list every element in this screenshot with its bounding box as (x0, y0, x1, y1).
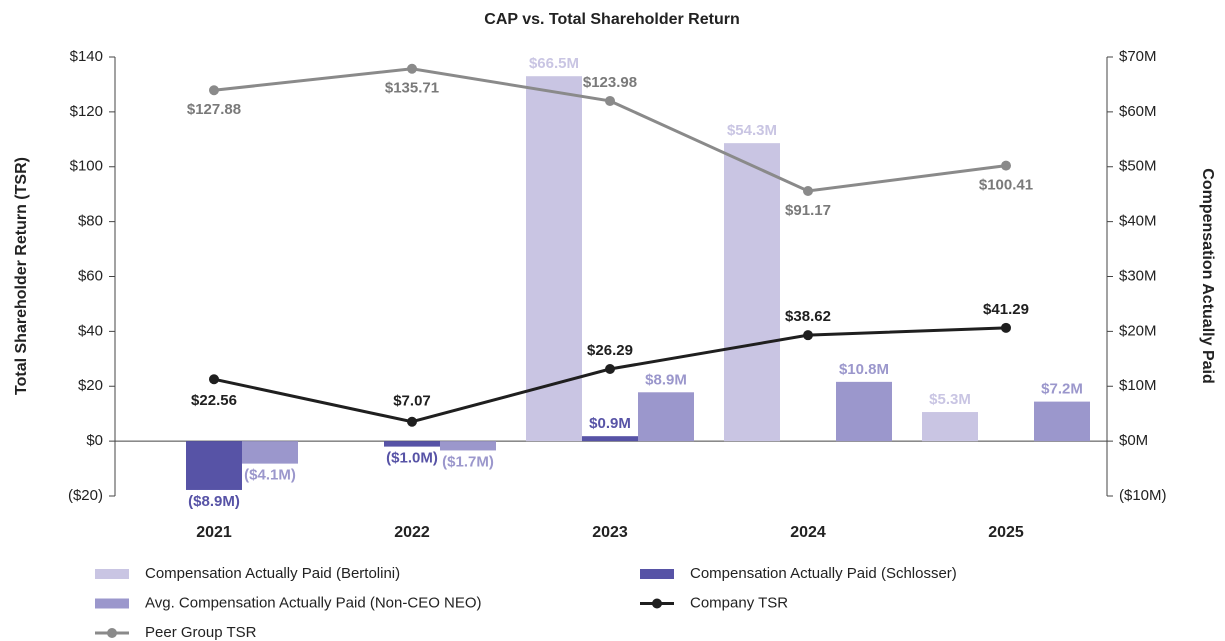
line-point (803, 330, 813, 341)
y-axis-title: Total Shareholder Return (TSR) (13, 157, 30, 395)
bar (836, 381, 892, 442)
x-tick-label: 2025 (988, 524, 1024, 541)
y2-tick-label: $30M (1119, 267, 1157, 284)
y-tick-label: $100 (70, 158, 103, 175)
line-point (605, 95, 615, 106)
line-label: $41.29 (983, 301, 1029, 318)
x-tick-label: 2022 (394, 524, 430, 541)
y-tick-label: $20 (78, 377, 103, 394)
x-tick-label: 2024 (790, 524, 826, 541)
y2-tick-label: ($10M) (1119, 487, 1167, 504)
bar (440, 441, 496, 451)
line-label: $100.41 (979, 177, 1033, 194)
legend-dot (652, 598, 662, 609)
bar-label: $66.5M (529, 55, 579, 72)
y2-tick-label: $10M (1119, 377, 1157, 394)
x-tick-label: 2023 (592, 524, 628, 541)
bar (638, 392, 694, 442)
bar-label: $54.3M (727, 122, 777, 139)
y2-tick-label: $20M (1119, 322, 1157, 339)
line-point (1001, 322, 1011, 333)
line-label: $127.88 (187, 101, 241, 118)
line-point (1001, 160, 1011, 171)
bar (582, 436, 638, 442)
legend-swatch (95, 598, 129, 609)
line-point (407, 63, 417, 74)
y2-tick-label: $70M (1119, 48, 1157, 65)
bar-label: $10.8M (839, 361, 889, 378)
bar (526, 76, 582, 442)
y-tick-label: ($20) (68, 487, 103, 504)
line-label: $123.98 (583, 74, 637, 91)
bar-label: $8.9M (645, 371, 687, 388)
legend-swatch (640, 569, 674, 579)
line-point (407, 416, 417, 427)
bar (242, 441, 298, 464)
bar (724, 143, 780, 442)
bar-label: ($1.7M) (442, 453, 494, 470)
y-tick-label: $40 (78, 322, 103, 339)
y2-tick-label: $40M (1119, 213, 1157, 230)
chart-title: CAP vs. Total Shareholder Return (484, 11, 739, 28)
bar (384, 441, 440, 447)
legend-label: Compensation Actually Paid (Schlosser) (690, 565, 957, 582)
line-label: $26.29 (587, 342, 633, 359)
legend-label: Compensation Actually Paid (Bertolini) (145, 565, 400, 582)
line-point (209, 85, 219, 96)
line-point (605, 363, 615, 374)
y-tick-label: $80 (78, 213, 103, 230)
legend-swatch (95, 569, 129, 579)
y2-axis-title: Compensation Actually Paid (1199, 168, 1216, 383)
y2-tick-label: $60M (1119, 103, 1157, 120)
line-label: $22.56 (191, 392, 237, 409)
legend-label: Peer Group TSR (145, 624, 257, 641)
y2-tick-label: $0M (1119, 432, 1148, 449)
line-label: $135.71 (385, 80, 439, 97)
y-tick-label: $60 (78, 267, 103, 284)
y-tick-label: $140 (70, 48, 103, 65)
bar-label: ($8.9M) (188, 493, 240, 510)
bar-label: $5.3M (929, 391, 971, 408)
bar-label: $0.9M (589, 415, 631, 432)
bar (186, 441, 242, 490)
bar-label: ($1.0M) (386, 450, 438, 467)
line-label: $38.62 (785, 308, 831, 325)
legend-dot (107, 628, 117, 638)
y-tick-label: $0 (86, 432, 103, 449)
x-tick-label: 2021 (196, 524, 232, 541)
line-point (209, 374, 219, 385)
bar-label: ($4.1M) (244, 467, 296, 484)
legend-label: Company TSR (690, 594, 788, 611)
bar (1034, 401, 1090, 442)
bar (922, 412, 978, 442)
line-label: $91.17 (785, 202, 831, 219)
line-point (803, 185, 813, 196)
y2-tick-label: $50M (1119, 158, 1157, 175)
bar-label: $7.2M (1041, 381, 1083, 398)
y-tick-label: $120 (70, 103, 103, 120)
legend-label: Avg. Compensation Actually Paid (Non-CEO… (145, 594, 482, 611)
line-label: $7.07 (393, 393, 431, 410)
